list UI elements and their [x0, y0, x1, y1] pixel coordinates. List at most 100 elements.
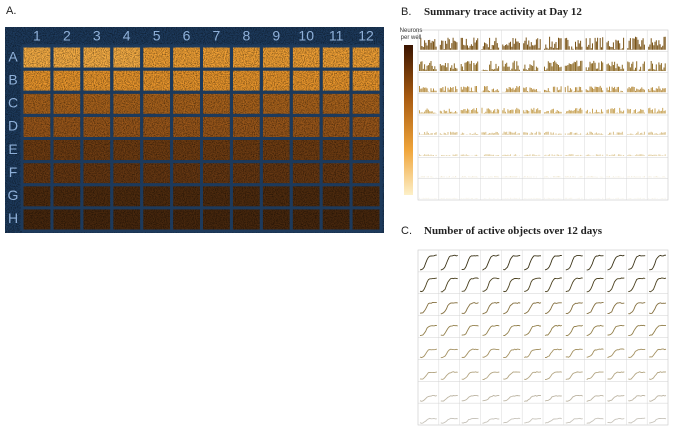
curve — [649, 348, 667, 358]
curve — [586, 348, 604, 358]
trace — [606, 176, 625, 178]
curve — [503, 348, 521, 359]
curve — [628, 302, 646, 315]
curve — [649, 371, 667, 380]
curve — [503, 302, 521, 315]
curve — [545, 348, 562, 358]
trace — [502, 107, 520, 114]
trace — [564, 107, 583, 114]
trace — [544, 36, 562, 50]
column-label: 6 — [183, 28, 191, 44]
panel-label: C. — [401, 225, 412, 237]
trace — [606, 107, 625, 114]
trace — [523, 60, 541, 71]
curve — [440, 277, 458, 293]
curve — [649, 394, 667, 402]
trace — [502, 131, 520, 135]
panel-label: B. — [401, 6, 412, 18]
row-label: C — [8, 95, 18, 111]
trace — [606, 197, 625, 199]
trace — [627, 176, 645, 178]
trace — [606, 61, 625, 71]
curve — [649, 254, 666, 271]
column-label: 2 — [63, 28, 71, 44]
curve — [461, 302, 479, 314]
curve — [628, 277, 646, 293]
trace — [544, 108, 562, 114]
trace — [648, 61, 666, 71]
trace — [523, 154, 541, 156]
trace — [564, 85, 583, 93]
curve — [482, 371, 500, 380]
trace — [419, 86, 437, 93]
curve — [565, 254, 583, 271]
curve — [524, 371, 542, 380]
curve — [461, 394, 479, 402]
trace — [606, 131, 625, 135]
trace — [564, 132, 583, 135]
trace — [481, 131, 500, 135]
trace — [419, 154, 437, 156]
colorbar — [404, 45, 413, 195]
trace — [460, 86, 479, 93]
trace — [502, 176, 520, 178]
curve — [565, 302, 583, 315]
curve — [586, 302, 604, 315]
trace — [544, 154, 562, 156]
row-label: A — [8, 48, 18, 64]
trace — [564, 176, 583, 178]
curve — [461, 324, 479, 336]
trace — [460, 60, 479, 71]
curve — [482, 394, 500, 402]
trace — [648, 197, 666, 199]
curve — [649, 277, 667, 293]
trace — [544, 60, 562, 71]
curve — [440, 302, 458, 315]
trace — [502, 197, 520, 199]
curve — [461, 371, 479, 380]
curve — [607, 348, 625, 359]
trace — [523, 176, 541, 178]
trace — [627, 108, 645, 114]
curve — [503, 254, 521, 271]
curve — [586, 324, 604, 337]
curve — [648, 324, 667, 337]
trace — [502, 86, 520, 93]
trace — [585, 108, 604, 114]
curve — [461, 277, 479, 292]
trace — [585, 60, 604, 71]
trace — [627, 86, 645, 93]
trace — [627, 36, 645, 50]
curve — [482, 418, 500, 424]
curve — [544, 324, 562, 336]
trace — [606, 86, 625, 93]
curve — [503, 371, 521, 380]
trace — [460, 197, 479, 199]
trace — [523, 131, 541, 135]
trace — [544, 197, 562, 199]
trace — [439, 37, 458, 50]
trace — [627, 61, 645, 71]
row-label: E — [8, 141, 17, 157]
trace — [585, 85, 604, 93]
trace — [419, 197, 437, 199]
curve — [440, 371, 458, 380]
curve — [482, 324, 500, 336]
curve — [503, 277, 521, 293]
trace — [439, 131, 458, 135]
trace — [523, 37, 541, 50]
trace — [460, 132, 479, 135]
column-label: 3 — [93, 28, 101, 44]
trace — [627, 131, 645, 135]
trace — [564, 60, 583, 71]
trace — [648, 131, 666, 135]
curve — [482, 277, 500, 292]
curve — [565, 371, 583, 380]
curve — [649, 302, 667, 314]
column-label: 5 — [153, 28, 161, 44]
trace — [606, 154, 625, 156]
column-label: 7 — [213, 28, 221, 44]
trace — [460, 37, 479, 50]
curve — [586, 371, 604, 380]
